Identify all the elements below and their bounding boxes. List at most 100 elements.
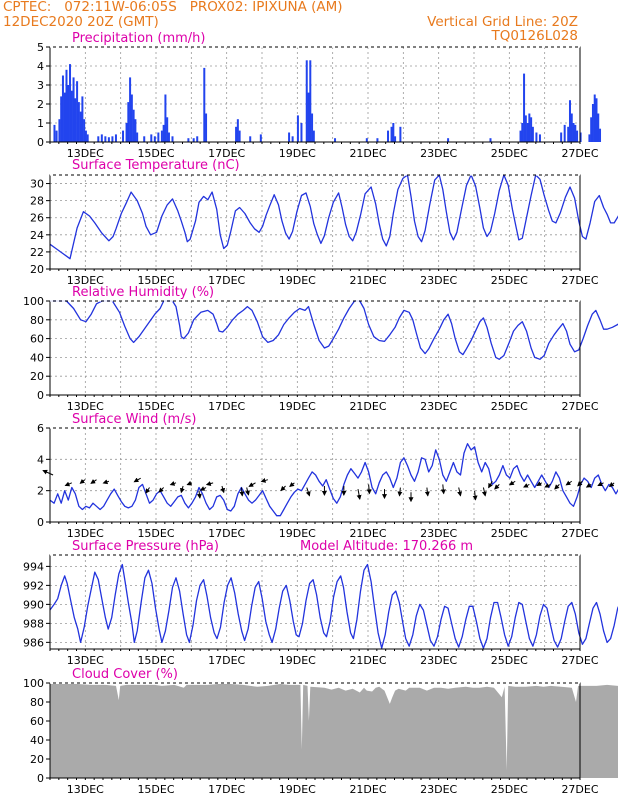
cloud-xtick-label: 15DEC	[137, 783, 174, 796]
rh-series-line	[49, 300, 618, 360]
rh-ytick-label: 20	[30, 370, 44, 383]
precip-bar	[81, 96, 84, 142]
precip-bar	[104, 136, 107, 142]
wind-arrow	[42, 469, 54, 476]
cloud-xtick-label: 19DEC	[279, 783, 316, 796]
cloud-ytick-label: 100	[23, 677, 44, 690]
precip-bar	[563, 124, 566, 142]
temp-title: Surface Temperature (nC)	[72, 158, 240, 173]
precip-bar	[291, 136, 294, 142]
precip-ytick-label: 2	[37, 98, 44, 111]
precip-bar	[55, 130, 58, 142]
precip-bar	[157, 132, 160, 142]
precip-bar	[595, 98, 598, 142]
wind-arrow	[366, 484, 372, 495]
temp-xtick-label: 21DEC	[349, 274, 386, 287]
precip-bar	[334, 138, 337, 142]
precip-bar	[524, 115, 527, 142]
precip-bar	[307, 92, 310, 142]
rh-ytick-label: 100	[23, 295, 44, 308]
wind-arrow	[457, 487, 463, 497]
pressure-xtick-label: 27DEC	[561, 654, 598, 667]
precip-bar	[390, 126, 393, 142]
wind-arrow	[508, 480, 516, 486]
precip-bar	[526, 123, 529, 142]
wind-arrow	[220, 485, 226, 494]
wind-arrow	[481, 487, 487, 497]
pressure-ytick-label: 986	[23, 636, 44, 649]
temp-ytick-label: 20	[30, 263, 44, 276]
rh-xtick-label: 25DEC	[491, 400, 528, 413]
precip-bar	[192, 138, 195, 142]
pressure-xtick-label: 13DEC	[67, 654, 104, 667]
wind-arrow	[196, 490, 202, 499]
wind-arrow	[90, 479, 97, 484]
wind-arrow	[79, 478, 86, 484]
pressure-title: Surface Pressure (hPa)	[72, 539, 219, 554]
precip-bar	[76, 81, 79, 142]
precip-bar	[77, 102, 80, 142]
pressure-annotation: Model Altitude: 170.266 m	[300, 539, 473, 554]
pressure-xtick-label: 17DEC	[208, 654, 245, 667]
cloud-xtick-label: 27DEC	[561, 783, 598, 796]
wind-arrow	[158, 487, 165, 493]
precip-bar	[111, 136, 114, 142]
precip-bar	[74, 98, 77, 142]
precip-bar	[65, 69, 68, 142]
wind-arrow	[554, 484, 560, 490]
precip-bar	[523, 73, 526, 142]
wind-arrow	[179, 485, 185, 494]
rh-ytick-label: 60	[30, 333, 44, 346]
precip-bar	[127, 102, 130, 142]
wind-arrow	[289, 481, 295, 488]
precip-xtick-label: 15DEC	[137, 147, 174, 160]
precip-bar	[130, 94, 133, 142]
precip-bar	[235, 126, 238, 142]
precip-bar	[538, 134, 541, 142]
pressure-panel: 986 988 990 992 994 13DEC 15DEC 17DEC 19DEC 21DEC…	[23, 539, 618, 667]
wind-xtick-label: 23DEC	[420, 527, 457, 540]
cloud-panel: 0 20 40 60 80 100 13DEC 15DEC 17DEC 19DEC 21DEC 23D…	[23, 667, 618, 796]
precip-bar	[288, 132, 291, 142]
precip-bar	[447, 138, 450, 142]
rh-panel: 0 20 40 60 80 100 13DEC 15DEC 17DEC 19DEC 21DEC 23D…	[23, 285, 618, 413]
precip-panel: 0 1 2 3 4 5 13DEC 15DEC 17DEC 19DEC 21DEC 23DEC 25DE…	[37, 31, 602, 160]
precip-bar	[296, 115, 299, 142]
precip-bar	[171, 136, 174, 142]
precip-bar	[167, 132, 170, 142]
wind-arrow	[280, 485, 286, 492]
wind-xtick-label: 15DEC	[137, 527, 174, 540]
precip-ytick-label: 5	[37, 41, 44, 54]
precip-bar	[160, 130, 163, 142]
precip-bar	[166, 117, 169, 142]
precip-xtick-label: 27DEC	[561, 147, 598, 160]
wind-arrow	[305, 487, 311, 497]
precip-bar	[122, 130, 125, 142]
rh-xtick-label: 17DEC	[208, 400, 245, 413]
precip-xtick-label: 25DEC	[491, 147, 528, 160]
precip-bar	[394, 136, 397, 142]
precip-bar	[312, 130, 315, 142]
temp-plot-area	[50, 175, 580, 269]
precip-bar	[259, 134, 262, 142]
wind-arrow	[260, 477, 269, 483]
wind-xtick-label: 25DEC	[491, 527, 528, 540]
precip-bar	[572, 123, 575, 142]
cloud-ytick-label: 80	[30, 696, 44, 709]
cloud-ytick-label: 40	[30, 734, 44, 747]
precip-bar	[125, 123, 128, 142]
precip-bar	[153, 136, 156, 142]
temp-series-line	[49, 174, 618, 260]
temp-ytick-label: 30	[30, 178, 44, 191]
precip-bar	[203, 67, 206, 142]
rh-xtick-label: 13DEC	[67, 400, 104, 413]
precip-bar	[53, 124, 56, 142]
precip-bar	[365, 138, 368, 142]
precip-bar	[162, 124, 165, 142]
precip-bar	[205, 113, 208, 142]
pressure-ytick-label: 994	[23, 560, 44, 573]
wind-arrow	[608, 481, 615, 488]
precip-bar	[187, 138, 190, 142]
header-model-id: TQ0126L028	[491, 28, 578, 44]
